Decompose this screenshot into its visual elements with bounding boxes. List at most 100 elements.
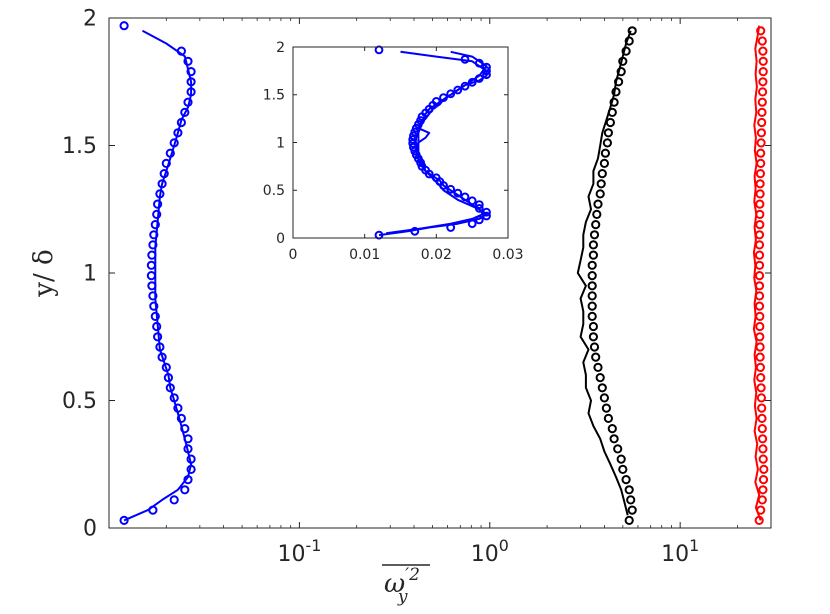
main-series-3-point bbox=[587, 311, 597, 321]
main-series-1-point bbox=[157, 352, 167, 362]
main-series-1-point bbox=[169, 138, 179, 148]
main-series-5-point bbox=[757, 495, 767, 505]
inset-series-2-point bbox=[482, 211, 491, 221]
main-series-3-point bbox=[588, 332, 599, 342]
main-series-1-point bbox=[157, 179, 167, 189]
main-series-3-point bbox=[601, 403, 612, 413]
inset-series-2-point bbox=[474, 215, 484, 225]
main-series-5-point bbox=[754, 240, 765, 250]
main-series-5-point bbox=[755, 199, 765, 209]
main-series-3-point bbox=[627, 26, 637, 36]
main-series-1-point bbox=[149, 230, 159, 240]
main-series-5-point bbox=[755, 179, 765, 189]
main-series-5-point bbox=[756, 128, 767, 138]
inset-series-2-point bbox=[446, 89, 456, 99]
main-series-1-point bbox=[169, 495, 179, 505]
inset-series-2-point bbox=[474, 200, 484, 210]
main-series-5-point bbox=[756, 393, 767, 403]
main-series-1-point bbox=[165, 148, 175, 158]
main-series-3-point bbox=[587, 271, 597, 281]
main-series-4-line bbox=[752, 25, 762, 521]
main-series-3-point bbox=[591, 220, 601, 230]
main-series-5-point bbox=[758, 87, 768, 97]
main-series-1-point bbox=[152, 209, 162, 219]
main-series-3-point bbox=[609, 434, 619, 444]
inset-x-tick-label: 0.03 bbox=[492, 247, 523, 263]
main-series-5-point bbox=[756, 26, 766, 36]
main-series-5-point bbox=[759, 464, 769, 474]
main-series-5-point bbox=[758, 77, 768, 87]
main-series-1-point bbox=[165, 383, 175, 393]
inset-series-2-point bbox=[460, 192, 470, 202]
main-series-1-point bbox=[180, 424, 190, 434]
main-series-5-point bbox=[757, 413, 767, 423]
main-series-5-point bbox=[755, 169, 766, 179]
main-series-1-point bbox=[119, 21, 129, 31]
main-series-5-point bbox=[754, 291, 765, 301]
main-series-1-point bbox=[176, 117, 186, 128]
main-series-1-point bbox=[153, 199, 163, 209]
main-series-3-point bbox=[600, 148, 611, 158]
inset-series-2-point bbox=[431, 97, 441, 106]
main-series-3-point bbox=[618, 56, 628, 66]
main-series-1-point bbox=[183, 97, 193, 107]
inset-series-2-point bbox=[474, 74, 484, 83]
main-series-5-point bbox=[758, 454, 768, 464]
inset-series-2-point bbox=[467, 196, 477, 206]
main-series-3-point bbox=[588, 240, 599, 250]
inset-series-2-point bbox=[410, 226, 420, 236]
main-series-5-point bbox=[757, 97, 767, 107]
inset-series-2-point bbox=[467, 219, 477, 229]
main-series-1-point bbox=[183, 444, 193, 454]
main-series-5-point bbox=[756, 505, 766, 515]
main-series-3-point bbox=[618, 464, 628, 474]
main-series-1-point bbox=[183, 434, 193, 444]
inset-y-tick-label: 0 bbox=[276, 231, 285, 247]
main-series-3-point bbox=[599, 393, 610, 403]
main-series-1-point bbox=[150, 220, 160, 230]
inset-y-tick-label: 0.5 bbox=[263, 183, 285, 199]
main-series-3-point bbox=[607, 424, 617, 434]
main-series-1-point bbox=[148, 291, 158, 301]
main-series-3 bbox=[587, 26, 637, 526]
main-series-3-point bbox=[614, 77, 624, 87]
main-series-3-point bbox=[603, 413, 614, 423]
main-series-3-point bbox=[587, 281, 597, 291]
main-series-1-point bbox=[186, 454, 196, 464]
main-series-3-point bbox=[589, 230, 600, 240]
main-series-5-point bbox=[758, 485, 768, 495]
y-axis-label: y/ δ bbox=[29, 249, 59, 297]
main-series-1-point bbox=[148, 505, 158, 515]
inset-series-2-point bbox=[431, 173, 441, 183]
main-series-5-point bbox=[758, 475, 769, 485]
main-series-1-point bbox=[148, 240, 158, 250]
inset-y-tick-label: 1 bbox=[276, 135, 285, 151]
main-series-1-point bbox=[147, 281, 157, 291]
inset-x-tick-label: 0.01 bbox=[349, 247, 380, 263]
main-series-1-point bbox=[186, 87, 196, 97]
main-series-3-point bbox=[624, 515, 634, 526]
main-y-tick-label: 2 bbox=[83, 7, 97, 32]
main-series-3-point bbox=[624, 485, 634, 495]
main-series-1-point bbox=[186, 77, 196, 87]
inset-series-2-point bbox=[460, 81, 470, 91]
main-series-3-point bbox=[626, 495, 636, 505]
main-y-tick-label: 0.5 bbox=[62, 389, 97, 414]
main-series-1-point bbox=[186, 67, 196, 77]
main-series-5-point bbox=[757, 403, 767, 413]
main-series-3-point bbox=[593, 362, 603, 372]
inset-series-2 bbox=[374, 45, 491, 240]
main-series-3-point bbox=[593, 199, 603, 209]
main-series-5-point bbox=[755, 321, 765, 332]
main-series-5-point bbox=[756, 148, 766, 158]
main-series-3-point bbox=[595, 189, 605, 199]
main-series-1-point bbox=[183, 56, 193, 66]
main-series-5-point bbox=[754, 301, 765, 311]
main-series-5-point bbox=[754, 250, 765, 260]
main-series-5-point bbox=[754, 271, 765, 281]
main-series-1-point bbox=[180, 107, 190, 118]
main-y-tick-label: 1 bbox=[83, 262, 97, 287]
main-series-5-point bbox=[755, 332, 765, 342]
inset-plot: 0 0.5 1 1.5 2 0 0.01 0.02 0.03 bbox=[263, 40, 524, 263]
